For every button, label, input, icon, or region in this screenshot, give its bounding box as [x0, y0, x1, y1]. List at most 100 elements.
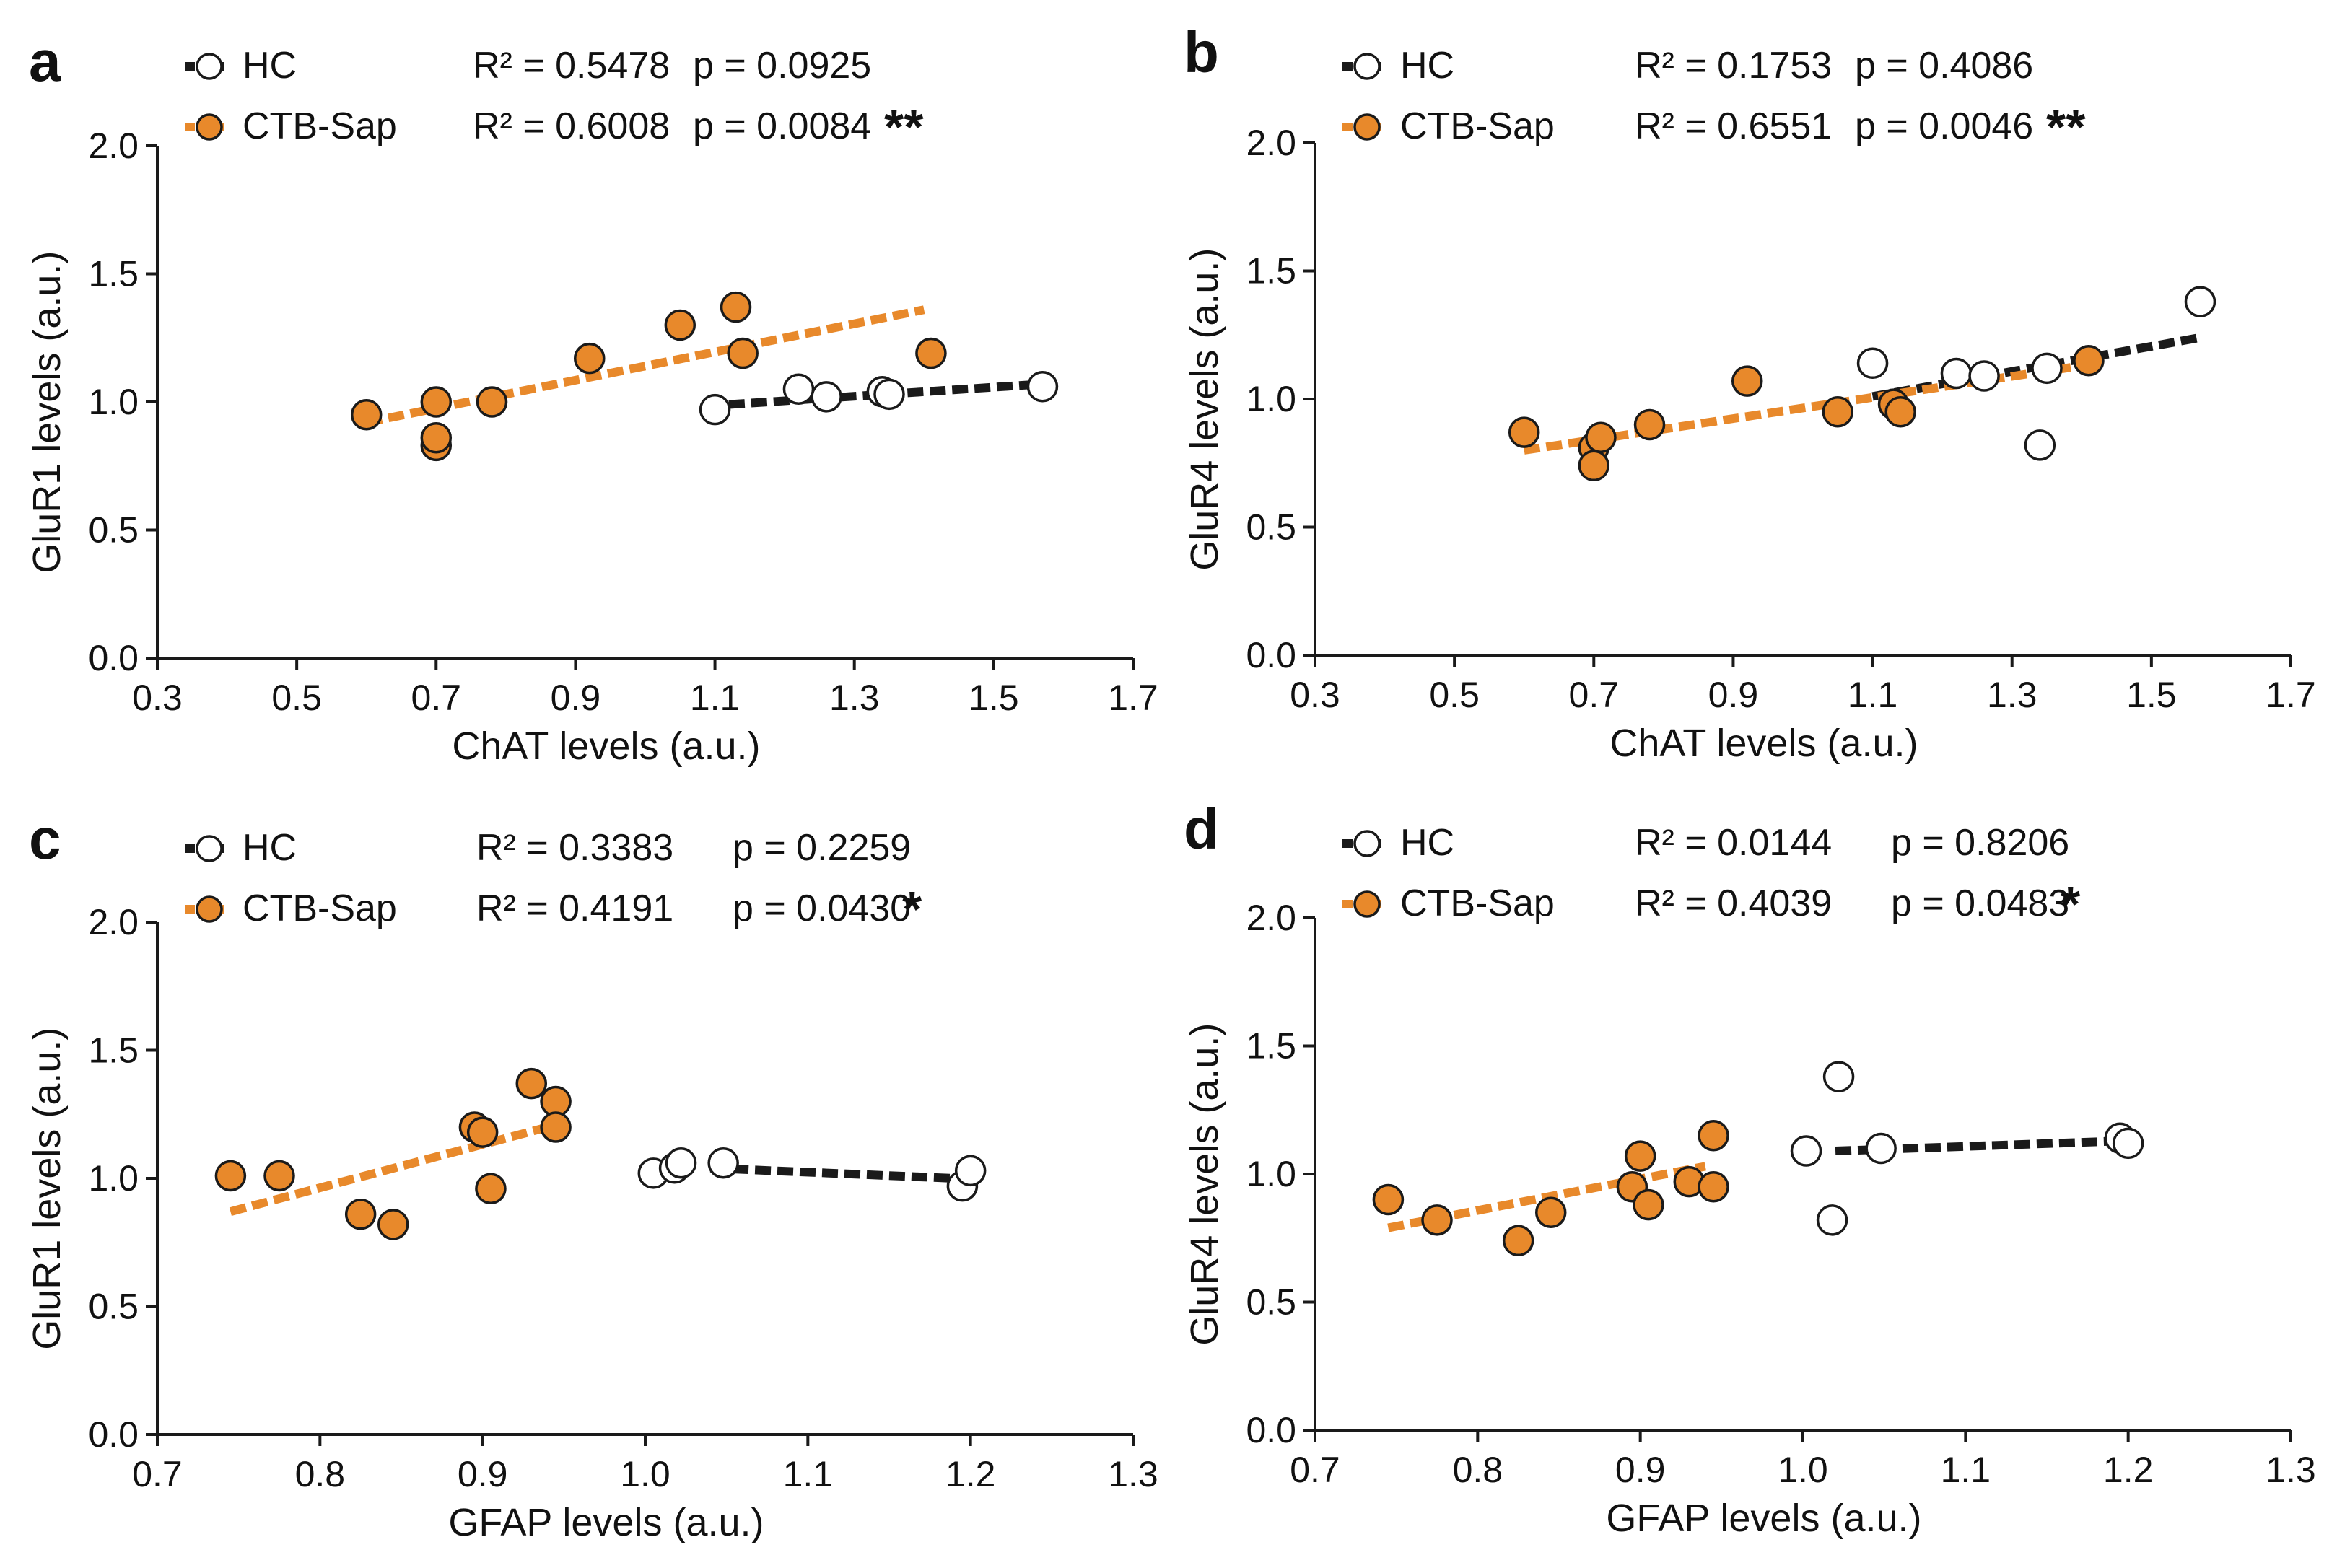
x-axis-title: GFAP levels (a.u.)	[448, 1501, 764, 1544]
x-tick-label: 1.5	[969, 678, 1019, 718]
significance-stars: **	[884, 99, 924, 155]
y-axis-title: GluR4 levels (a.u.)	[1183, 1023, 1226, 1346]
ctb-sap-point	[515, 1067, 548, 1100]
hc-point	[1822, 1061, 1855, 1092]
legend-ctb-sap-marker	[196, 113, 223, 141]
ctb-sap-point	[720, 291, 752, 323]
legend-hc-label: HC	[243, 45, 297, 87]
y-tick-label: 1.0	[1246, 379, 1296, 419]
x-tick-label: 0.9	[1708, 675, 1759, 715]
y-tick-label: 0.0	[88, 638, 139, 678]
significance-stars: *	[902, 881, 922, 937]
x-tick-label: 0.7	[411, 678, 462, 718]
hc-fit-line	[709, 1163, 955, 1183]
y-tick-label: 1.5	[1246, 1026, 1296, 1066]
legend-ctb-sap-r2: R² = 0.4039	[1635, 882, 1832, 924]
legend-hc-r2: R² = 0.5478	[473, 45, 670, 87]
legend-ctb-sap-p: p = 0.0430	[733, 888, 911, 929]
x-tick-label: 1.3	[1987, 675, 2037, 715]
y-axis-title: GluR1 levels (a.u.)	[25, 251, 69, 574]
legend-hc-label: HC	[243, 827, 297, 869]
hc-point	[2031, 352, 2063, 385]
hc-point	[782, 373, 815, 405]
ctb-sap-point	[540, 1111, 572, 1143]
ctb-sap-point	[344, 1198, 377, 1230]
ctb-sap-fit-line	[365, 305, 925, 427]
x-tick-label: 1.1	[783, 1454, 834, 1494]
ctb-sap-point	[214, 1160, 247, 1192]
ctb-sap-point	[1421, 1204, 1453, 1236]
ctb-sap-point	[1508, 416, 1540, 448]
legend-hc-p: p = 0.0925	[693, 45, 871, 87]
y-tick-label: 0.5	[1246, 1282, 1296, 1323]
hc-point	[1865, 1132, 1897, 1165]
ctb-sap-point	[377, 1209, 409, 1240]
y-tick-label: 1.0	[88, 1158, 139, 1199]
y-axis-title: GluR1 levels (a.u.)	[25, 1028, 69, 1350]
x-tick-label: 1.1	[690, 678, 741, 718]
x-tick-label: 0.8	[295, 1454, 346, 1494]
legend-hc-label: HC	[1400, 45, 1454, 87]
x-tick-label: 1.7	[1108, 678, 1158, 718]
hc-point	[707, 1147, 739, 1179]
x-tick-label: 0.5	[1429, 675, 1480, 715]
legend-hc-marker	[196, 835, 223, 862]
x-axis-title: GFAP levels (a.u.)	[1606, 1497, 1921, 1540]
legend-hc-r2: R² = 0.1753	[1635, 45, 1832, 87]
significance-stars: **	[2046, 99, 2086, 155]
ctb-sap-point	[2073, 345, 2105, 377]
y-tick-label: 2.0	[88, 902, 139, 942]
y-axis-title: GluR4 levels (a.u.)	[1183, 248, 1226, 571]
ctb-sap-point	[350, 399, 383, 431]
ctb-sap-point	[1534, 1196, 1567, 1228]
x-tick-label: 1.0	[1778, 1450, 1828, 1490]
x-tick-label: 0.7	[132, 1454, 183, 1494]
x-tick-label: 1.2	[945, 1454, 996, 1494]
x-tick-label: 0.8	[1453, 1450, 1503, 1490]
panel-letter: b	[1184, 20, 1219, 84]
y-tick-label: 1.5	[1246, 251, 1296, 292]
hc-point	[954, 1155, 987, 1187]
y-tick-label: 0.0	[1246, 1410, 1296, 1450]
legend-ctb-sap-r2: R² = 0.4191	[476, 888, 673, 929]
ctb-sap-point	[475, 1173, 507, 1204]
x-tick-label: 1.5	[2126, 675, 2177, 715]
hc-point	[1790, 1135, 1822, 1167]
hc-point	[1856, 347, 1889, 380]
legend-ctb-sap-marker	[1353, 113, 1381, 141]
legend-ctb-sap-p: p = 0.0483	[1891, 882, 2069, 924]
x-tick-label: 1.1	[1941, 1450, 1991, 1490]
panel-letter: a	[29, 29, 61, 93]
ctb-sap-point	[573, 342, 606, 375]
hc-point	[1816, 1204, 1848, 1236]
y-tick-label: 1.5	[88, 254, 139, 294]
y-tick-label: 0.0	[88, 1414, 139, 1455]
hc-point	[2024, 429, 2056, 461]
x-axis-title: ChAT levels (a.u.)	[1609, 722, 1918, 765]
legend-ctb-sap-label: CTB-Sap	[243, 888, 397, 929]
legend-hc-marker	[1353, 830, 1381, 857]
x-tick-label: 0.3	[1290, 675, 1340, 715]
hc-point	[2184, 286, 2216, 317]
legend-hc-p: p = 0.8206	[1891, 822, 2069, 864]
x-tick-label: 0.3	[132, 678, 183, 718]
legend-hc-r2: R² = 0.3383	[476, 827, 673, 869]
legend-hc-label: HC	[1400, 822, 1454, 864]
hc-point	[2112, 1127, 2144, 1160]
x-tick-label: 0.7	[1569, 675, 1620, 715]
x-tick-label: 1.3	[829, 678, 880, 718]
significance-stars: *	[2061, 876, 2081, 932]
legend-hc-r2: R² = 0.0144	[1635, 822, 1832, 864]
panel-b: b 0.3 0.5 0.7 0.9 1.1 1.3 1.5 1.7 0.0 0.5 1.0 1.5 2.0…	[1183, 20, 2316, 765]
x-tick-label: 0.5	[271, 678, 322, 718]
y-tick-label: 2.0	[1246, 123, 1296, 163]
legend-ctb-sap-label: CTB-Sap	[1400, 105, 1555, 147]
ctb-sap-point	[915, 337, 947, 369]
hc-point	[1940, 357, 1973, 390]
x-tick-label: 0.9	[551, 678, 601, 718]
ctb-sap-point	[1578, 450, 1610, 482]
legend-ctb-sap-marker	[1353, 890, 1381, 918]
legend-hc-p: p = 0.2259	[733, 827, 911, 869]
ctb-sap-point	[1731, 365, 1763, 397]
